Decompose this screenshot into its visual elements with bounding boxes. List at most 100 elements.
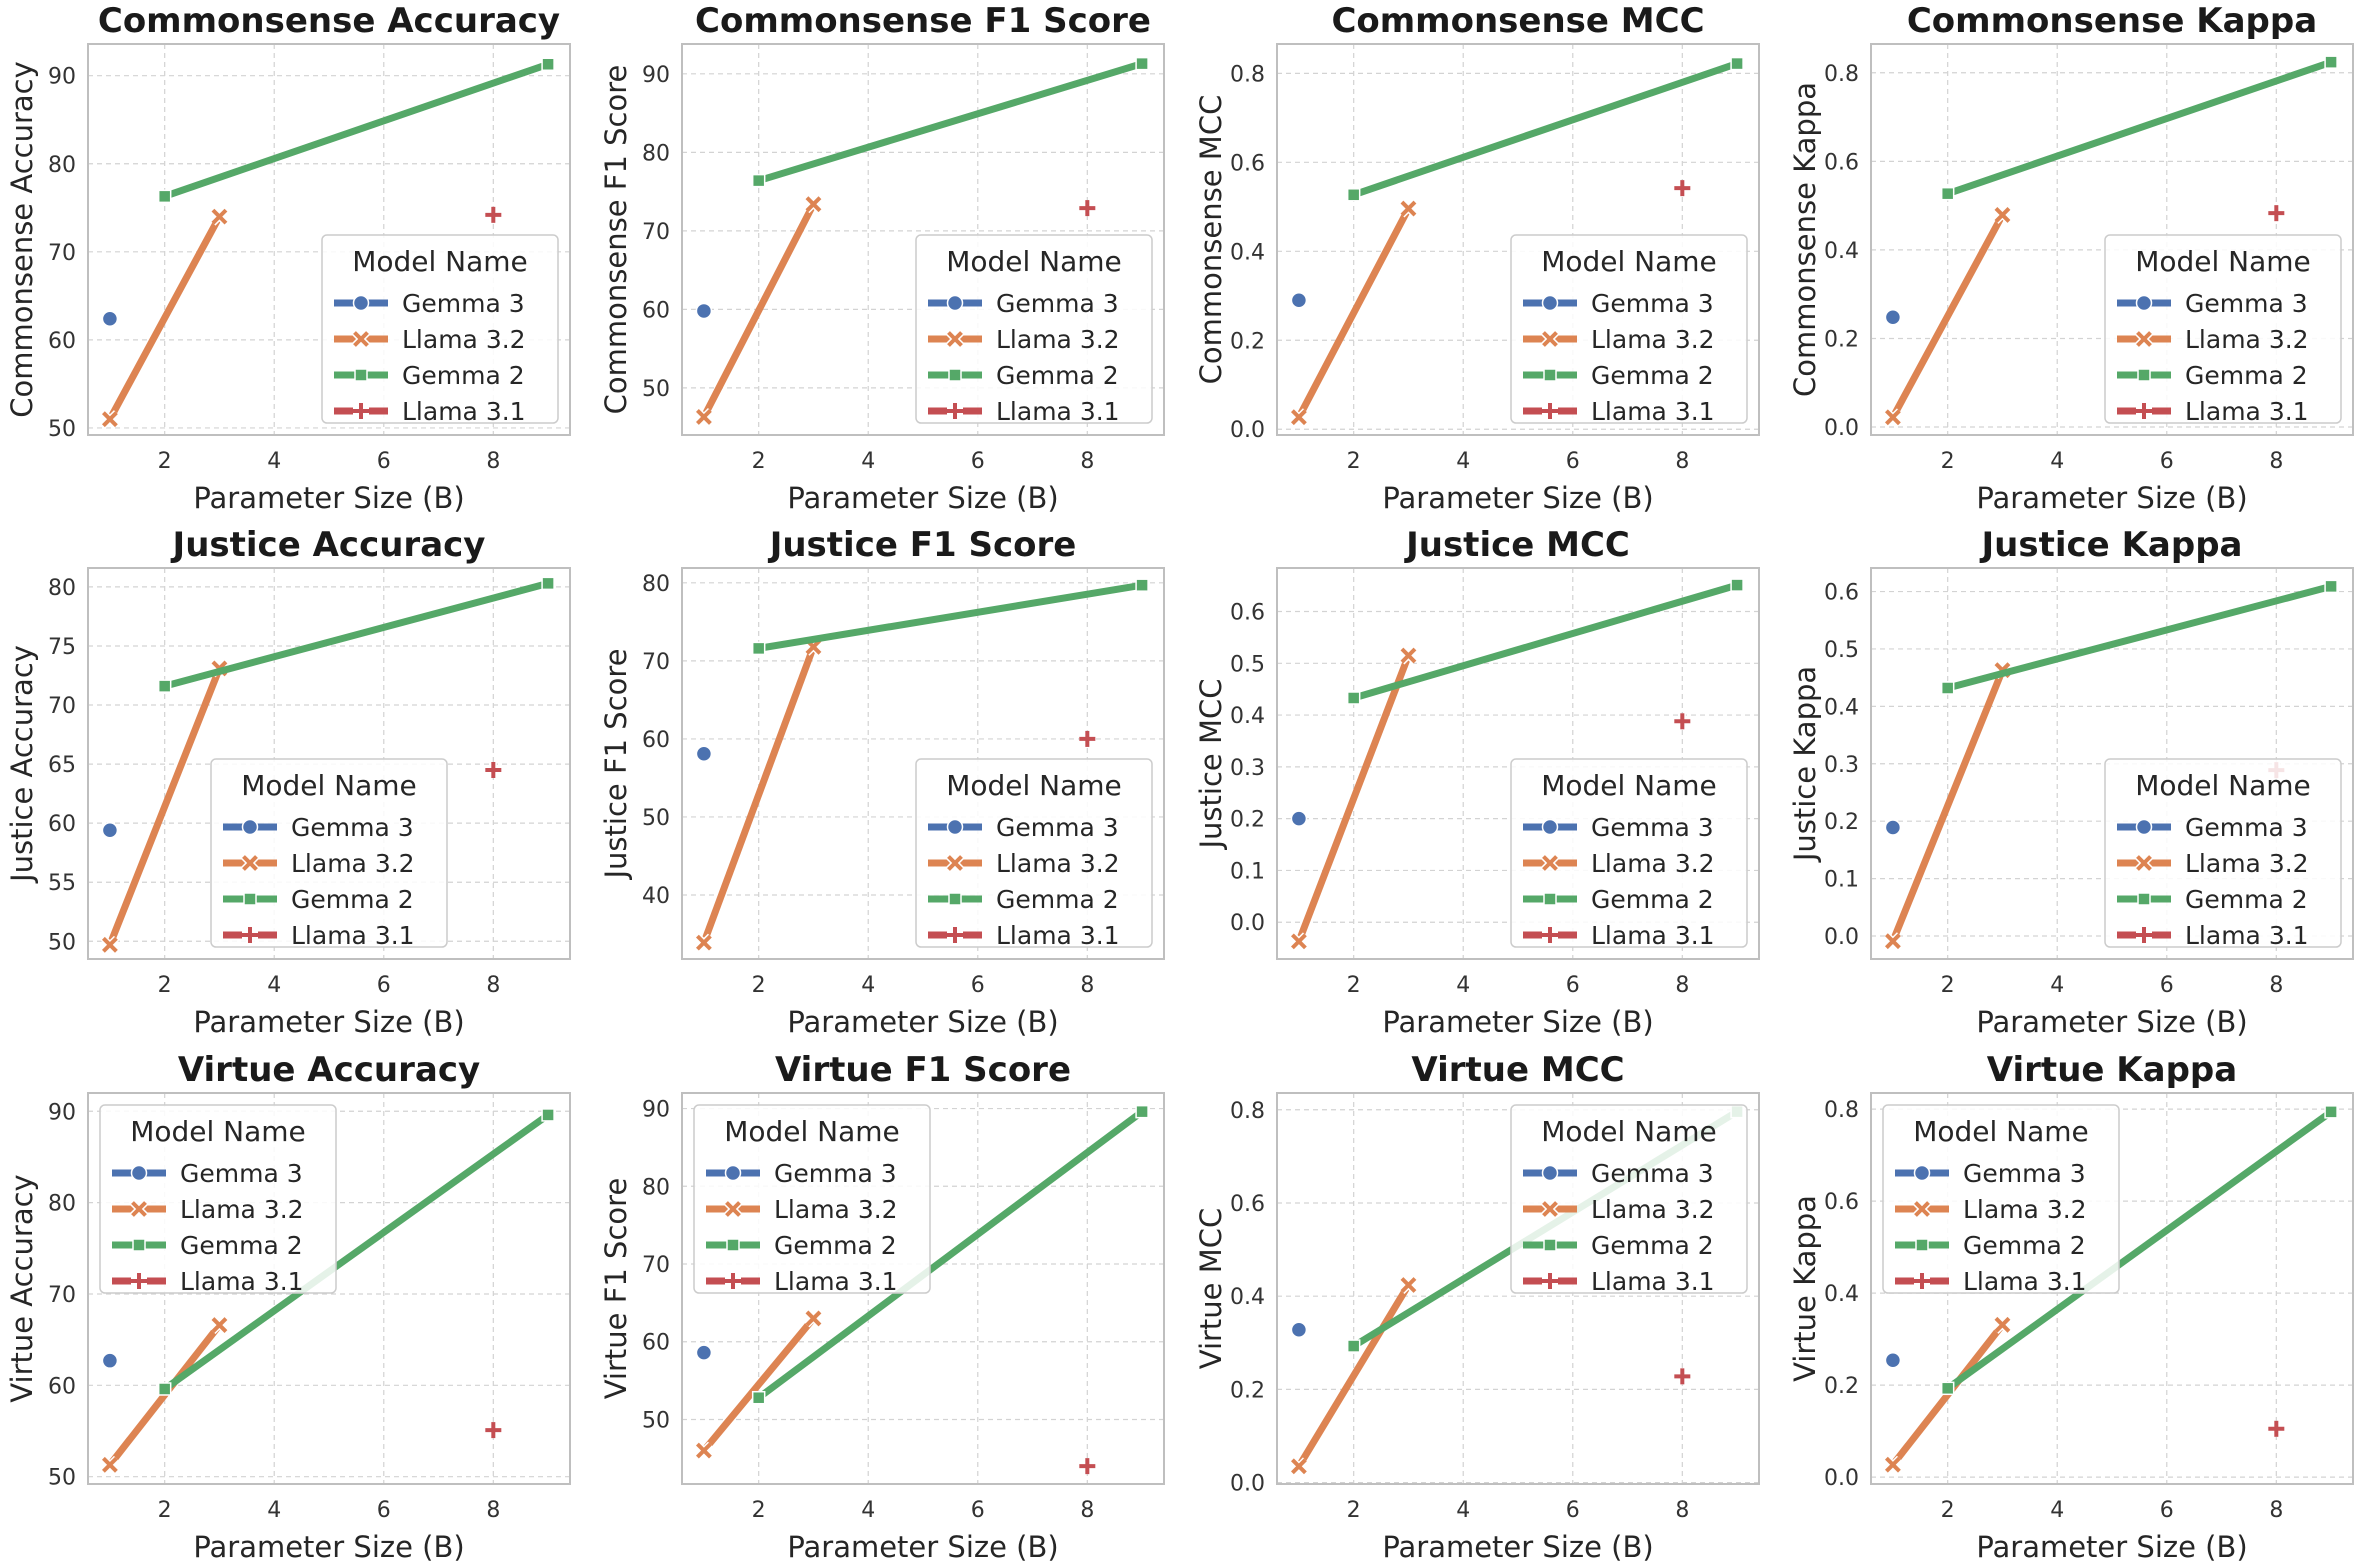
x-tick-label: 8 (486, 1498, 500, 1523)
chart-justice-f1-score: 2 4 6 8 40 50 60 70 80 Justice F1 Score Parameter … (599, 525, 1165, 1039)
legend: Model Name Gemma 3 Llama 3.2 Gemma 2 Llama 3… (210, 758, 448, 950)
y-tick-label: 0.8 (1824, 1098, 1859, 1123)
legend-item-gemma-2: Gemma 2 (334, 361, 525, 390)
y-tick-label: 0.8 (1230, 62, 1265, 87)
data-point (1289, 1457, 1308, 1476)
data-point (210, 1316, 229, 1335)
legend-marker (947, 927, 963, 943)
legend-item-gemma-3: Gemma 3 (928, 289, 1119, 318)
y-axis-label: Commonsense Accuracy (5, 61, 39, 418)
x-axis-label: Parameter Size (B) (1382, 1530, 1653, 1564)
data-point (1730, 56, 1744, 71)
series-llama-3-1 (1079, 730, 1096, 747)
chart-commonsense-accuracy: 2 4 6 8 50 60 70 80 90 Commonsense Accuracy Parame… (5, 1, 571, 515)
data-point (1289, 408, 1308, 427)
legend-label: Llama 3.1 (996, 397, 1120, 426)
chart-commonsense-f1-score: 2 4 6 8 50 60 70 80 90 Commonsense F1 Score Parame… (599, 1, 1165, 515)
legend-marker (726, 1238, 740, 1252)
y-axis-label: Commonsense MCC (1194, 95, 1228, 385)
legend-label: Llama 3.1 (1963, 1267, 2087, 1296)
series-gemma-3 (695, 302, 713, 320)
series-line (163, 579, 549, 690)
y-tick-label: 0.4 (1824, 695, 1859, 720)
legend-label: Llama 3.2 (996, 325, 1120, 354)
legend-label: Llama 3.1 (1591, 1267, 1715, 1296)
y-tick-label: 0.6 (1824, 150, 1859, 175)
x-axis-label: Parameter Size (B) (787, 1005, 1058, 1039)
legend-title: Model Name (1913, 1115, 2089, 1148)
data-point (100, 410, 119, 429)
y-tick-label: 90 (48, 1100, 76, 1125)
x-tick-label: 6 (377, 973, 391, 998)
series-llama-3-1 (2268, 205, 2285, 222)
x-tick-label: 2 (1941, 1498, 1955, 1523)
legend-label: Llama 3.1 (2185, 397, 2309, 426)
series-line (162, 1112, 551, 1392)
y-tick-label: 55 (48, 871, 76, 896)
legend-item-gemma-2: Gemma 2 (1523, 1231, 1714, 1260)
series-gemma-3 (1290, 291, 1308, 309)
data-point (1135, 578, 1149, 592)
legend-label: Llama 3.2 (180, 1195, 304, 1224)
series-gemma-2 (751, 578, 1149, 656)
chart-title: Commonsense F1 Score (695, 1, 1151, 41)
legend-title: Model Name (1541, 245, 1717, 278)
x-tick-label: 6 (2160, 449, 2174, 474)
series-llama-3-1 (1674, 713, 1691, 730)
x-tick-label: 8 (1080, 1498, 1094, 1523)
legend: Model Name Gemma 3 Llama 3.2 Gemma 2 Llama 3… (915, 234, 1153, 426)
legend-marker (2136, 927, 2152, 943)
data-point (1290, 810, 1308, 827)
legend-item-llama-3-2: Llama 3.2 (928, 325, 1120, 354)
legend-label: Gemma 3 (291, 813, 414, 842)
series-line (701, 1316, 817, 1453)
y-tick-label: 80 (48, 1192, 76, 1217)
series-line (758, 581, 1143, 652)
data-point (1079, 200, 1096, 217)
series-gemma-2 (1940, 579, 2338, 695)
series-gemma-2 (157, 1108, 555, 1396)
y-tick-label: 0.4 (1230, 240, 1265, 265)
legend-item-gemma-3: Gemma 3 (223, 813, 414, 842)
data-point (1346, 188, 1361, 202)
x-tick-label: 8 (1080, 973, 1094, 998)
legend-item-gemma-2: Gemma 2 (1895, 1231, 2086, 1260)
data-point (1730, 578, 1744, 592)
legend-marker (1543, 368, 1557, 382)
legend-label: Llama 3.2 (1591, 849, 1715, 878)
x-axis-label: Parameter Size (B) (1382, 1005, 1653, 1039)
legend: Model Name Gemma 3 Llama 3.2 Gemma 2 Llama 3… (1510, 1104, 1748, 1296)
legend-label: Llama 3.1 (1591, 921, 1715, 950)
data-point (2324, 55, 2338, 69)
legend-title: Model Name (2135, 769, 2311, 802)
data-point (751, 641, 766, 656)
legend-marker (131, 1273, 147, 1289)
data-point (1883, 932, 1902, 951)
y-tick-label: 0.0 (1230, 911, 1265, 936)
y-tick-label: 0.6 (1230, 601, 1265, 626)
legend-marker (2135, 818, 2153, 836)
x-tick-label: 2 (752, 973, 766, 998)
x-tick-label: 2 (158, 449, 172, 474)
y-tick-label: 70 (48, 1283, 76, 1308)
legend-item-gemma-2: Gemma 2 (928, 885, 1119, 914)
plot-frame (1276, 567, 1760, 960)
plot-frame (87, 43, 571, 436)
x-axis-label: Parameter Size (B) (193, 1005, 464, 1039)
legend-item-llama-3-2: Llama 3.2 (1523, 849, 1715, 878)
data-point (541, 576, 555, 591)
chart-virtue-f1-score: 2 4 6 8 50 60 70 80 90 Virtue F1 Score Parameter S… (599, 1050, 1165, 1564)
data-point (751, 173, 766, 188)
series-gemma-2 (1940, 55, 2338, 201)
y-tick-label: 0.4 (1230, 1285, 1265, 1310)
legend-label: Gemma 2 (1591, 885, 1714, 914)
data-point (1884, 819, 1902, 836)
legend-item-gemma-2: Gemma 2 (2117, 361, 2308, 390)
legend-item-llama-3-1: Llama 3.1 (928, 921, 1120, 950)
legend-marker (948, 368, 962, 382)
series-llama-3-1 (1079, 200, 1096, 217)
y-tick-label: 0.5 (1824, 638, 1859, 663)
y-tick-label: 60 (642, 1331, 670, 1356)
series-gemma-3 (695, 1344, 713, 1361)
legend-marker (2135, 330, 2153, 348)
